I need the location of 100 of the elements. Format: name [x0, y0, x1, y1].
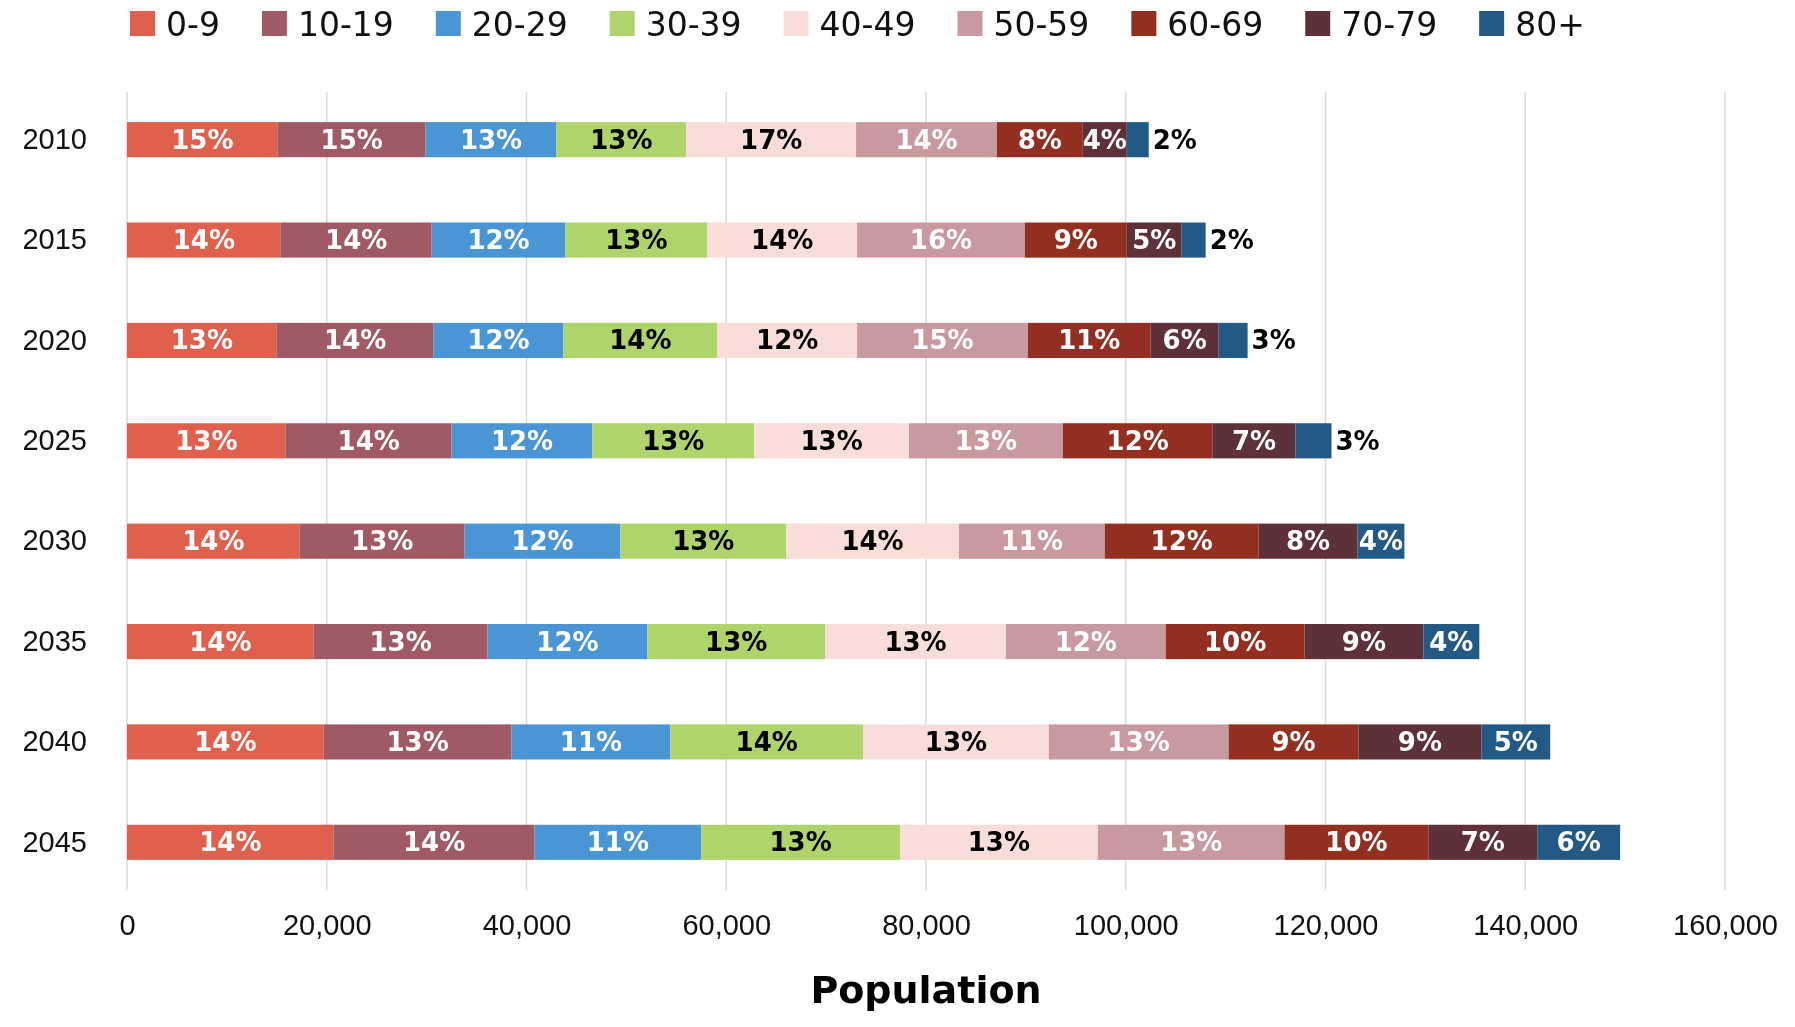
bar	[127, 824, 334, 860]
annotation: 17%	[740, 124, 803, 155]
bar	[1295, 423, 1332, 459]
legend-label: 30-39	[645, 4, 742, 44]
annotation: 5%	[1493, 726, 1538, 757]
legend-label: 20-29	[471, 4, 568, 44]
annotation: 13%	[800, 425, 863, 456]
annotation: 13%	[884, 626, 947, 657]
annotation: 11%	[586, 827, 649, 858]
bar	[280, 222, 432, 258]
annotation: 14%	[841, 526, 904, 557]
annotation: 3%	[1335, 425, 1380, 456]
bar	[565, 222, 708, 258]
annotation: 8%	[1285, 526, 1331, 557]
annotation: 2%	[1209, 225, 1254, 256]
annotation: 13%	[705, 626, 768, 657]
bar	[670, 724, 864, 760]
annotation: 6%	[1556, 827, 1601, 858]
bar	[127, 724, 324, 760]
bar	[511, 724, 671, 760]
y-tick-label: 2045	[22, 825, 87, 858]
bar	[825, 624, 1006, 660]
annotation: 12%	[1054, 626, 1117, 657]
bar	[1218, 322, 1248, 358]
annotation: 9%	[1271, 726, 1316, 757]
bar	[1358, 724, 1482, 760]
annotation: 11%	[559, 726, 623, 757]
annotation: 13%	[769, 827, 832, 858]
annotation: 9%	[1397, 726, 1442, 757]
annotation: 11%	[1000, 526, 1063, 557]
bar	[534, 824, 702, 860]
annotation: 14%	[172, 225, 236, 256]
legend-label: 70-79	[1341, 4, 1438, 44]
bar	[1097, 824, 1285, 860]
annotation: 6%	[1162, 325, 1207, 356]
annotation: 14%	[189, 626, 252, 657]
legend-label: 50-59	[993, 4, 1090, 44]
bar	[127, 222, 281, 258]
annotation: 13%	[369, 626, 432, 657]
x-tick-label: 60,000	[682, 908, 772, 941]
annotation: 12%	[490, 425, 554, 456]
annotation: 12%	[1150, 526, 1213, 557]
x-tick-label: 40,000	[482, 908, 572, 941]
annotation: 7%	[1460, 827, 1505, 858]
annotation: 12%	[756, 325, 819, 356]
annotation: 2%	[1152, 124, 1197, 155]
bar	[1126, 122, 1149, 158]
annotation: 12%	[467, 225, 530, 256]
annotation: 13%	[967, 827, 1031, 858]
x-tick-label: 20,000	[282, 908, 372, 941]
x-axis-title: Population	[810, 968, 1042, 1012]
legend-label: 0-9	[166, 4, 220, 44]
annotation: 13%	[1160, 827, 1223, 858]
annotation: 11%	[1058, 325, 1121, 356]
bar	[323, 724, 512, 760]
annotation: 14%	[403, 827, 466, 858]
legend-label: 10-19	[297, 4, 394, 44]
annotation: 10%	[1325, 827, 1388, 858]
y-tick-label: 2015	[22, 223, 87, 256]
x-tick-label: 120,000	[1273, 908, 1379, 941]
y-tick-label: 2030	[22, 524, 87, 557]
annotation: 13%	[642, 425, 705, 456]
bar	[707, 222, 858, 258]
bar	[647, 624, 826, 660]
x-tick-label: 140,000	[1473, 908, 1579, 941]
annotation: 13%	[954, 425, 1018, 456]
x-tick-label: 100,000	[1073, 908, 1179, 941]
bar	[1181, 222, 1206, 258]
annotation: 14%	[609, 325, 672, 356]
x-tick-label: 80,000	[882, 908, 971, 941]
annotation: 15%	[320, 124, 383, 155]
annotation: 12%	[536, 626, 599, 657]
annotation: 15%	[171, 124, 234, 155]
annotation: 14%	[324, 325, 387, 356]
annotation: 13%	[590, 124, 653, 155]
annotation: 14%	[735, 726, 798, 757]
annotation: 13%	[672, 526, 735, 557]
annotation: 5%	[1132, 225, 1177, 256]
annotation: 14%	[194, 726, 257, 757]
annotation: 13%	[351, 526, 414, 557]
annotation: 13%	[924, 726, 988, 757]
annotation: 14%	[337, 425, 400, 456]
annotation: 14%	[325, 225, 388, 256]
annotation: 10%	[1204, 626, 1267, 657]
annotation: 13%	[386, 726, 449, 757]
annotation: 7%	[1232, 425, 1277, 456]
bar	[127, 624, 314, 660]
annotation: 14%	[182, 526, 245, 557]
annotation: 13%	[170, 325, 234, 356]
annotation: 3%	[1251, 325, 1296, 356]
annotation: 15%	[911, 325, 974, 356]
annotation: 13%	[175, 425, 238, 456]
bar	[1048, 724, 1229, 760]
annotation: 4%	[1429, 626, 1474, 657]
annotation: 4%	[1082, 124, 1127, 155]
y-tick-label: 2010	[22, 122, 87, 155]
annotation: 12%	[511, 526, 574, 557]
annotation: 14%	[199, 827, 262, 858]
bar	[900, 824, 1098, 860]
annotation: 13%	[459, 124, 523, 155]
